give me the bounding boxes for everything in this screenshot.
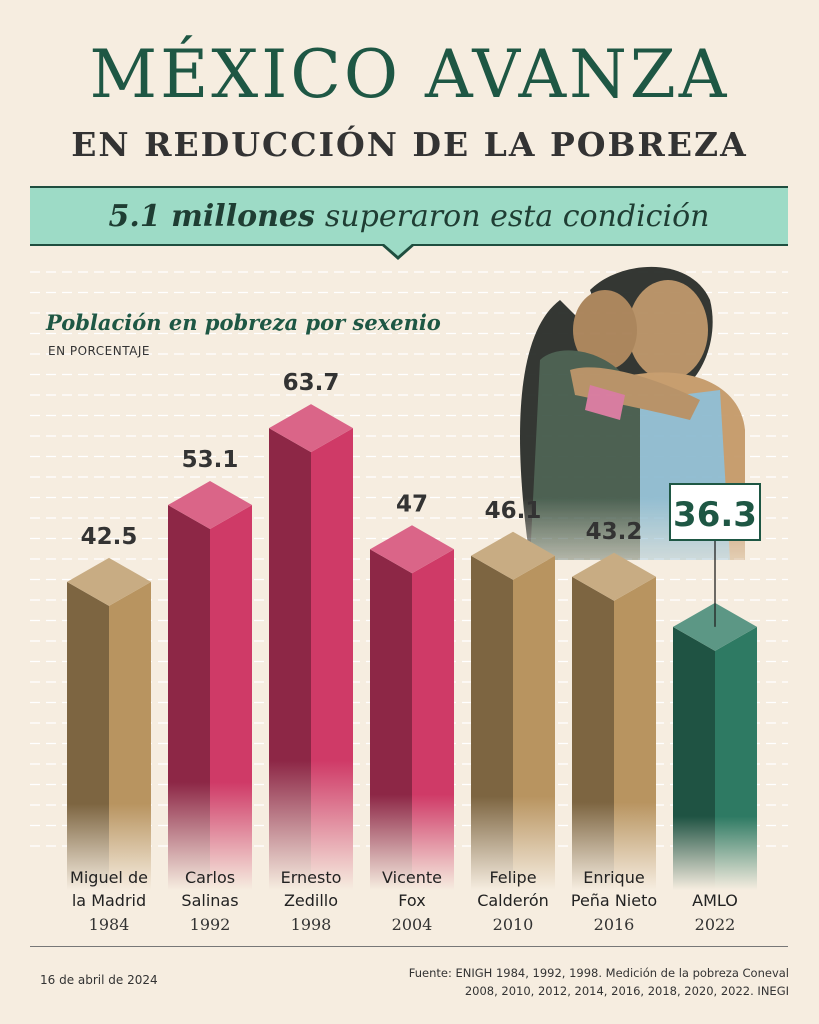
bar: [370, 525, 454, 890]
bar-right-face: [109, 581, 151, 890]
tick-label: Felipe: [489, 868, 536, 887]
source-line-2: 2008, 2010, 2012, 2014, 2016, 2018, 2020…: [464, 984, 789, 998]
tick-label: AMLO: [692, 891, 738, 910]
bar-left-face: [471, 555, 513, 890]
year-label: 2022: [695, 915, 736, 934]
bar-right-face: [614, 576, 656, 890]
bar-right-face: [715, 626, 757, 890]
bar-top-face: [572, 552, 656, 601]
banner-pointer-fill: [383, 243, 413, 256]
data-label: 36.3: [673, 495, 757, 535]
tick-label: la Madrid: [72, 891, 146, 910]
banner-highlight: 5.1 millones: [108, 198, 315, 234]
bar-right-face: [513, 555, 555, 890]
data-label: 63.7: [283, 370, 340, 396]
bar: [168, 481, 252, 890]
source-note: Fuente: ENIGH 1984, 1992, 1998. Medición…: [369, 964, 789, 1000]
chart-title: Población en pobreza por sexenio: [46, 310, 441, 335]
bar: [572, 552, 656, 890]
bar-right-face: [210, 505, 252, 890]
data-label: 47: [396, 491, 428, 517]
bar-left-face: [673, 626, 715, 890]
year-label: 2010: [493, 915, 534, 934]
bar: [673, 602, 757, 890]
bar-chart: 42.5 Miguel de la Madrid 1984 53.1 Carlos Sali…: [30, 266, 788, 934]
family-illustration: [520, 266, 745, 560]
tick-label: Peña Nieto: [571, 891, 657, 910]
bar-left-face: [370, 549, 412, 890]
tick-label: Fox: [398, 891, 425, 910]
year-label: 1984: [89, 915, 130, 934]
footer-divider: [30, 946, 788, 947]
source-line-1: Fuente: ENIGH 1984, 1992, 1998. Medición…: [408, 966, 789, 980]
tick-label: Zedillo: [284, 891, 338, 910]
page-title: MÉXICO AVANZA: [89, 36, 730, 113]
banner-text: superaron esta condición: [324, 198, 710, 234]
bar-left-face: [67, 581, 109, 890]
tick-label: Miguel de: [70, 868, 148, 887]
bar: [269, 404, 353, 890]
bar-right-face: [412, 549, 454, 890]
bar-top-face: [168, 481, 252, 530]
tick-label: Calderón: [477, 891, 549, 910]
highlight-box: [669, 483, 761, 541]
data-label: 42.5: [81, 524, 138, 550]
bar-top-face: [67, 557, 151, 606]
tick-label: Carlos: [185, 868, 235, 887]
year-label: 1992: [190, 915, 231, 934]
page-subtitle: EN REDUCCIÓN DE LA POBREZA: [71, 125, 748, 164]
bar-left-face: [168, 505, 210, 890]
chart-unit: EN PORCENTAJE: [48, 344, 150, 358]
tick-label: Salinas: [181, 891, 238, 910]
bar: [471, 531, 555, 890]
year-label: 2016: [594, 915, 635, 934]
labels-layer: 42.5 Miguel de la Madrid 1984 53.1 Carlos Sali…: [70, 370, 761, 934]
data-label: 46.1: [485, 498, 542, 524]
bars-layer: [67, 404, 757, 890]
bar-top-face: [471, 531, 555, 580]
tick-label: Ernesto: [281, 868, 342, 887]
bar-left-face: [269, 428, 311, 890]
headline-banner: 5.1 millones superaron esta condición: [30, 186, 788, 246]
data-label: 53.1: [182, 447, 239, 473]
bar-top-face: [269, 404, 353, 453]
bar-left-face: [572, 576, 614, 890]
year-label: 2004: [392, 915, 433, 934]
year-label: 1998: [291, 915, 332, 934]
tick-label: Enrique: [583, 868, 644, 887]
bar-top-face: [370, 525, 454, 574]
bar: [67, 557, 151, 890]
tick-label: Vicente: [382, 868, 442, 887]
bar-right-face: [311, 428, 353, 890]
publish-date: 16 de abril de 2024: [40, 973, 158, 987]
data-label: 43.2: [586, 519, 643, 545]
